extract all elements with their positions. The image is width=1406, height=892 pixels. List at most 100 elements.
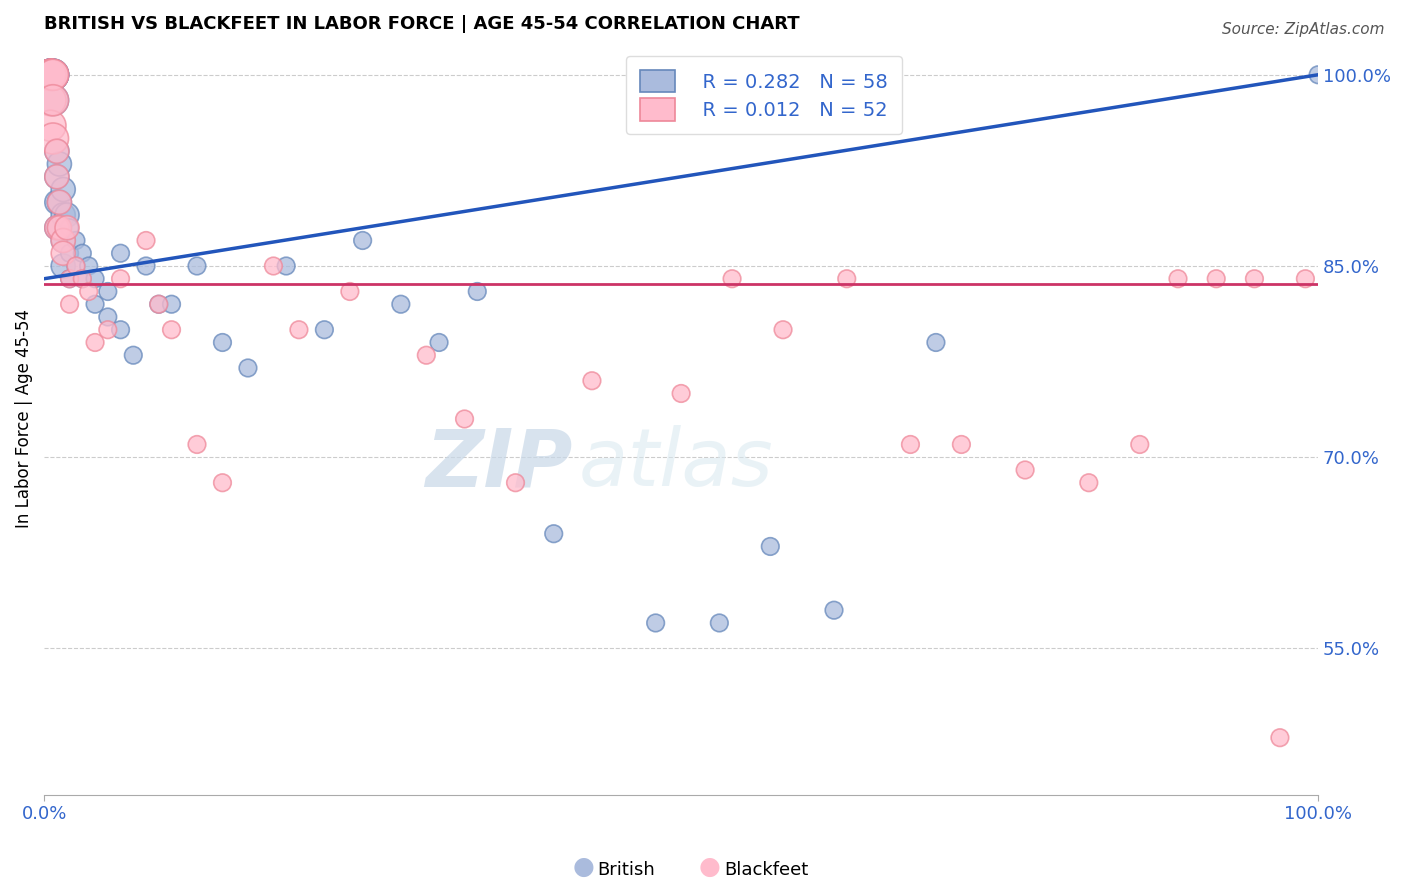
- Point: [314, 323, 336, 337]
- Point: [42, 68, 65, 82]
- Point: [39, 68, 62, 82]
- Point: [45, 169, 67, 184]
- Point: [42, 68, 65, 82]
- Point: [45, 169, 67, 184]
- Point: [288, 323, 311, 337]
- Point: [65, 234, 87, 248]
- Point: [427, 335, 450, 350]
- Point: [39, 93, 62, 107]
- Point: [39, 68, 62, 82]
- Point: [48, 195, 70, 210]
- Point: [39, 68, 62, 82]
- Point: [772, 323, 794, 337]
- Point: [1167, 271, 1189, 285]
- Point: [160, 297, 183, 311]
- Point: [1205, 271, 1227, 285]
- Legend:   R = 0.282   N = 58,   R = 0.012   N = 52: R = 0.282 N = 58, R = 0.012 N = 52: [626, 56, 901, 135]
- Point: [1294, 271, 1316, 285]
- Point: [42, 93, 65, 107]
- Point: [56, 220, 79, 235]
- Point: [52, 208, 75, 222]
- Point: [1243, 271, 1265, 285]
- Point: [465, 285, 488, 299]
- Point: [135, 234, 157, 248]
- Point: [135, 259, 157, 273]
- Point: [48, 220, 70, 235]
- Point: [835, 271, 858, 285]
- Point: [39, 68, 62, 82]
- Point: [900, 437, 922, 451]
- Point: [52, 182, 75, 196]
- Y-axis label: In Labor Force | Age 45-54: In Labor Force | Age 45-54: [15, 310, 32, 528]
- Point: [925, 335, 948, 350]
- Point: [58, 246, 80, 260]
- Point: [39, 68, 62, 82]
- Point: [39, 68, 62, 82]
- Point: [39, 68, 62, 82]
- Point: [58, 297, 80, 311]
- Point: [97, 323, 120, 337]
- Point: [581, 374, 603, 388]
- Point: [65, 259, 87, 273]
- Point: [65, 259, 87, 273]
- Point: [77, 259, 100, 273]
- Text: Blackfeet: Blackfeet: [724, 861, 808, 879]
- Point: [42, 68, 65, 82]
- Text: ●: ●: [699, 855, 721, 879]
- Text: British: British: [598, 861, 655, 879]
- Point: [211, 335, 233, 350]
- Point: [58, 220, 80, 235]
- Point: [505, 475, 527, 490]
- Point: [1129, 437, 1152, 451]
- Point: [84, 297, 107, 311]
- Point: [186, 259, 208, 273]
- Point: [48, 195, 70, 210]
- Point: [122, 348, 145, 362]
- Point: [39, 68, 62, 82]
- Point: [84, 271, 107, 285]
- Point: [1308, 68, 1330, 82]
- Point: [721, 271, 744, 285]
- Point: [42, 68, 65, 82]
- Point: [39, 68, 62, 82]
- Point: [1077, 475, 1099, 490]
- Point: [42, 93, 65, 107]
- Point: [45, 195, 67, 210]
- Point: [58, 271, 80, 285]
- Point: [709, 615, 731, 630]
- Text: atlas: atlas: [579, 425, 773, 503]
- Point: [262, 259, 284, 273]
- Point: [72, 271, 94, 285]
- Point: [211, 475, 233, 490]
- Point: [669, 386, 692, 401]
- Point: [453, 412, 475, 426]
- Point: [56, 208, 79, 222]
- Point: [236, 361, 259, 376]
- Point: [186, 437, 208, 451]
- Point: [39, 68, 62, 82]
- Point: [950, 437, 973, 451]
- Point: [148, 297, 170, 311]
- Point: [48, 157, 70, 171]
- Point: [48, 220, 70, 235]
- Point: [644, 615, 666, 630]
- Point: [42, 68, 65, 82]
- Point: [543, 526, 565, 541]
- Point: [72, 246, 94, 260]
- Point: [1268, 731, 1291, 745]
- Point: [352, 234, 374, 248]
- Text: ZIP: ZIP: [426, 425, 572, 503]
- Point: [42, 131, 65, 145]
- Point: [52, 234, 75, 248]
- Point: [45, 145, 67, 159]
- Point: [823, 603, 845, 617]
- Point: [759, 540, 782, 554]
- Point: [97, 285, 120, 299]
- Point: [276, 259, 298, 273]
- Text: ●: ●: [572, 855, 595, 879]
- Point: [58, 271, 80, 285]
- Point: [72, 271, 94, 285]
- Point: [52, 259, 75, 273]
- Point: [160, 323, 183, 337]
- Point: [45, 220, 67, 235]
